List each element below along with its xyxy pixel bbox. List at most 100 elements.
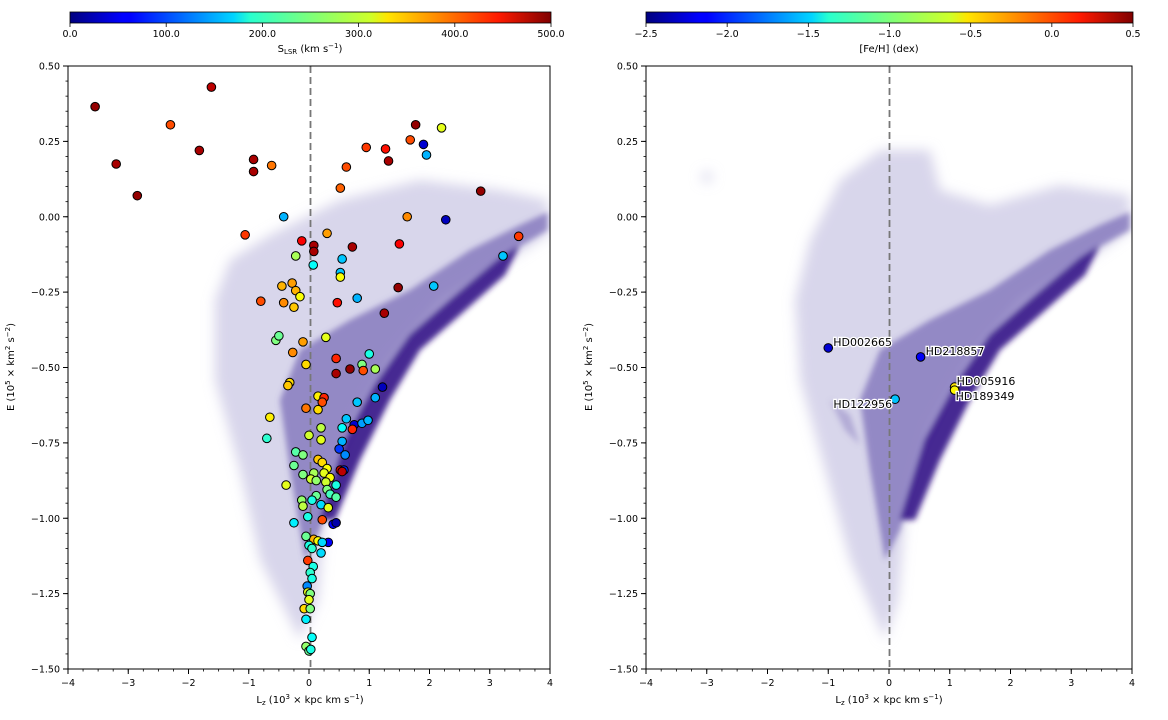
data-point: [335, 272, 346, 282]
right-points: HD002665 HD218857 HD122956 HD005916 HD189349: [823, 335, 1017, 412]
right-x-tick-label: −4: [639, 678, 653, 689]
data-point: [278, 297, 289, 308]
left-y-tick-label: 0.50: [39, 62, 60, 73]
right-colorbar-tick-label: 0.5: [1125, 29, 1140, 40]
left-x-tick-label: −4: [61, 678, 75, 689]
data-point: [295, 291, 305, 302]
left-x-tick-label: 1: [366, 678, 372, 689]
data-point: [132, 190, 143, 201]
data-point: [341, 162, 352, 172]
data-point: [436, 123, 447, 133]
right-x-tick-label: −2: [760, 678, 774, 689]
left-colorbar-label: SLSR (km s−1): [278, 42, 343, 56]
data-point: [340, 450, 350, 460]
data-point: [301, 531, 311, 542]
data-point: [278, 211, 289, 222]
data-point: [289, 460, 299, 471]
data-point: [317, 514, 328, 525]
data-point: [287, 347, 298, 358]
left-x-axis-label: Lz (103 × kpc km s−1): [256, 693, 363, 707]
data-point: [341, 413, 352, 424]
left-y-tick-label: −0.25: [31, 288, 60, 299]
data-point: [358, 365, 369, 376]
right-y-ticks: −1.50 −1.25 −1.00 −0.75 −0.50 −0.25 0.00 0.25 0.…: [609, 62, 646, 676]
data-point: [298, 469, 308, 480]
data-point: [290, 251, 301, 261]
right-colorbar-tick-label: −0.5: [959, 29, 982, 40]
star-label-HD002665: HD002665: [833, 336, 892, 349]
data-point: [306, 644, 316, 655]
data-point: [332, 297, 343, 308]
data-point: [302, 555, 313, 566]
data-point: [428, 281, 439, 291]
right-x-tick-label: 3: [1068, 678, 1074, 689]
right-y-tick-label: −1.25: [609, 589, 638, 600]
left-x-tick-label: 0: [306, 678, 312, 689]
data-point: [90, 101, 100, 112]
left-y-ticks: −1.50 −1.25 −1.00 −0.75 −0.50 −0.25 0.00 0.25 0.…: [31, 62, 68, 676]
data-point: [421, 150, 432, 160]
data-point: [307, 543, 317, 554]
star-point-HD218857: [915, 352, 926, 362]
right-y-tick-label: −0.25: [609, 288, 638, 299]
data-point: [317, 397, 328, 407]
data-point: [317, 537, 328, 548]
data-point: [311, 475, 322, 486]
data-point: [301, 403, 311, 414]
data-point: [337, 466, 347, 477]
data-point: [248, 166, 259, 177]
right-y-tick-label: −0.75: [609, 438, 638, 449]
right-colorbar-tick-label: 0.0: [1044, 29, 1059, 40]
star-label-HD189349: HD189349: [956, 390, 1015, 403]
left-density-core: [280, 212, 548, 560]
right-x-tick-label: −1: [821, 678, 835, 689]
data-point: [296, 236, 307, 246]
right-colorbar-label: [Fe/H] (dex): [859, 44, 918, 55]
right-colorbar-tick-label: −2.0: [716, 29, 739, 40]
data-point: [379, 308, 390, 319]
right-x-ticks: −4 −3 −2 −1 0 1 2 3 4: [639, 669, 1135, 689]
left-density: [215, 180, 548, 640]
data-point: [352, 293, 363, 303]
data-point: [248, 154, 259, 165]
right-density: [702, 150, 1130, 640]
data-point: [377, 382, 388, 392]
data-point: [256, 296, 266, 306]
data-point: [345, 364, 355, 374]
data-point: [331, 368, 341, 379]
data-point: [331, 480, 341, 490]
data-point: [405, 135, 416, 145]
data-point: [111, 159, 121, 169]
left-plot-area: −4 −3 −2 −1 0 1 2 3 4 −1.50−1.25−1.00−0.75−0.50−…: [31, 62, 553, 690]
data-point: [363, 415, 373, 426]
data-point: [475, 186, 486, 196]
right-density-speck: [702, 172, 712, 182]
data-point: [307, 632, 317, 643]
data-point: [304, 594, 314, 605]
left-colorbar-tick-label: 0.0: [62, 29, 77, 40]
right-x-tick-label: −3: [700, 678, 714, 689]
data-point: [316, 435, 326, 445]
left-y-tick-label: −0.50: [31, 363, 60, 374]
data-point: [307, 573, 317, 584]
data-point: [361, 142, 372, 153]
left-y-tick-label: 0.25: [39, 137, 60, 148]
left-colorbar: 0.0 100.0 200.0 300.0 400.0 500.0 SLSR (km s−…: [62, 11, 565, 56]
left-x-tick-label: 3: [487, 678, 493, 689]
star-point-HD002665: [823, 343, 834, 353]
data-point: [301, 359, 311, 370]
left-x-tick-label: −3: [121, 678, 135, 689]
star-point-HD189349: [949, 385, 960, 395]
star-point-HD122956: [890, 394, 900, 404]
data-point: [308, 260, 319, 270]
right-y-tick-label: 0.00: [617, 212, 638, 223]
data-point: [370, 364, 381, 374]
data-point: [498, 251, 508, 261]
data-point: [364, 349, 375, 359]
data-point: [289, 517, 299, 528]
data-point: [316, 548, 326, 558]
data-point: [393, 282, 403, 293]
data-point: [335, 183, 346, 193]
data-point: [165, 119, 176, 130]
